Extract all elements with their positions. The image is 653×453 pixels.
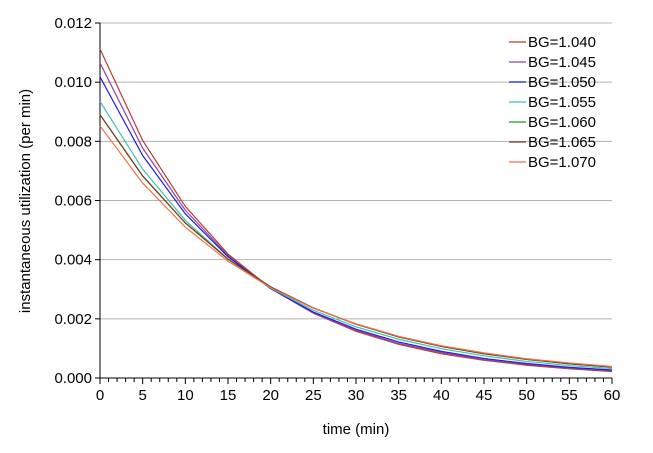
x-tick-label: 30: [348, 387, 365, 404]
x-tick-label: 20: [262, 387, 279, 404]
x-axis-title: time (min): [323, 421, 390, 438]
y-tick-label: 0.004: [54, 252, 92, 269]
x-tick-label: 45: [476, 387, 493, 404]
legend-label: BG=1.050: [528, 74, 596, 91]
x-tick-label: 10: [177, 387, 194, 404]
x-tick-label: 35: [390, 387, 407, 404]
legend-label: BG=1.055: [528, 94, 596, 111]
legend-label: BG=1.070: [528, 154, 596, 171]
x-tick-label: 15: [220, 387, 237, 404]
x-tick-label: 25: [305, 387, 322, 404]
x-tick-label: 60: [604, 387, 621, 404]
y-tick-label: 0.002: [54, 311, 92, 328]
legend-label: BG=1.060: [528, 114, 596, 131]
x-tick-label: 55: [561, 387, 578, 404]
x-tick-label: 0: [96, 387, 104, 404]
legend-label: BG=1.040: [528, 34, 596, 51]
x-tick-label: 40: [433, 387, 450, 404]
y-tick-label: 0.000: [54, 370, 92, 387]
y-tick-label: 0.010: [54, 74, 92, 91]
legend: BG=1.040 BG=1.045 BG=1.050 BG=1.055 BG=1.060…: [509, 34, 596, 171]
x-tick-label: 50: [518, 387, 535, 404]
y-axis-title: instantaneous utilization (per min): [17, 89, 34, 313]
legend-label: BG=1.065: [528, 134, 596, 151]
y-tick-label: 0.008: [54, 133, 92, 150]
legend-label: BG=1.045: [528, 54, 596, 71]
y-tick-label: 0.012: [54, 15, 92, 32]
x-tick-label: 5: [138, 387, 146, 404]
y-tick-label: 0.006: [54, 193, 92, 210]
